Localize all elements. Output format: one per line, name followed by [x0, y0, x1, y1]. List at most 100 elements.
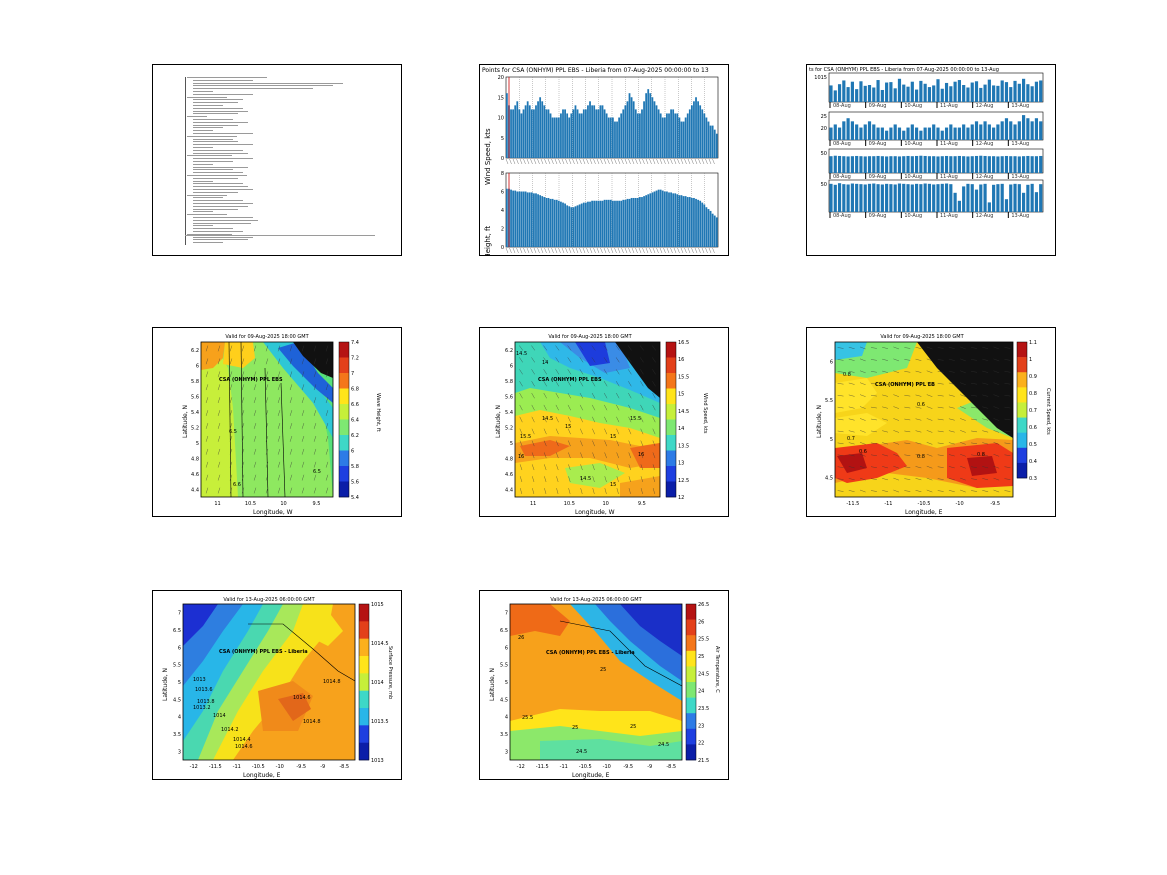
vector-arrow — [591, 369, 596, 375]
bar — [647, 89, 650, 158]
bar — [514, 190, 517, 247]
document-text-line — [193, 82, 343, 84]
bar — [833, 155, 837, 173]
vector-arrow — [982, 382, 989, 385]
vector-arrow — [640, 452, 644, 459]
plot-frame — [828, 111, 1044, 141]
y-tick-label: 5 — [196, 441, 199, 447]
x-tick-label: 10.5 — [245, 501, 256, 507]
vector-arrow — [640, 440, 644, 447]
y-tick-label: 4.5 — [500, 697, 508, 703]
bar — [645, 195, 648, 247]
vector-arrow — [543, 440, 547, 447]
pressure-map-band — [183, 604, 218, 646]
x-tick-label: 11 — [214, 501, 220, 507]
document-text-line — [193, 133, 253, 134]
vector-arrow — [277, 345, 281, 352]
x-tick-label: -10 — [276, 764, 284, 770]
vector-arrow — [960, 442, 966, 445]
bar — [516, 101, 519, 158]
x-tick-mark — [572, 158, 575, 165]
bar — [923, 83, 927, 102]
contour-label: 1014.4 — [233, 737, 251, 743]
x-tick-mark — [694, 247, 698, 254]
vector-arrow — [531, 404, 535, 411]
vector-arrow — [915, 466, 922, 469]
colorbar-swatch — [339, 466, 349, 482]
bar — [944, 183, 949, 212]
vector-arrow — [882, 347, 889, 349]
vector-arrow — [217, 358, 221, 365]
bar — [597, 200, 600, 247]
document-footer-rule — [185, 235, 375, 236]
wave-contour-line — [264, 367, 269, 497]
wind-wave-title: Points for CSA (ONHYM) PPL EBS - Liberia… — [482, 67, 709, 74]
bar — [574, 105, 577, 158]
y-tick-label: 50 — [821, 151, 827, 157]
vector-arrow — [556, 464, 559, 471]
bar — [1004, 82, 1009, 102]
vector-arrow — [893, 442, 900, 445]
vector-arrow — [615, 357, 620, 363]
vector-arrow — [229, 384, 233, 391]
land-mask — [917, 342, 1013, 438]
vector-arrow — [848, 478, 855, 481]
bar — [833, 90, 837, 102]
wind-speed-map-panel: Valid for 09-Aug-2025 18:00 GMT CSA (ONH… — [479, 327, 729, 517]
vector-arrow — [627, 357, 632, 363]
pressure-map-title: Valid for 13-Aug-2025 06:00:00 GMT — [223, 597, 315, 603]
vector-arrow — [265, 474, 269, 481]
x-tick-mark — [582, 247, 586, 254]
x-tick-mark — [551, 247, 554, 254]
vector-arrow — [253, 461, 257, 468]
y-tick-label: 5 — [830, 437, 833, 443]
bar — [715, 217, 718, 247]
current-speed-map-panel: Valid for 09-Aug-2025 18:00 GMT CSA (ONH… — [806, 327, 1056, 517]
plot-frame — [828, 148, 1044, 174]
x-tick-mark — [687, 158, 691, 165]
date-tick-label: 11-Aug — [940, 174, 958, 180]
y-tick-label: 5.2 — [505, 425, 513, 431]
bar — [996, 85, 1000, 102]
document-text-line — [193, 93, 253, 95]
bar — [833, 184, 837, 212]
document-text-line — [193, 163, 213, 165]
vector-arrow — [982, 490, 989, 492]
colorbar-swatch — [339, 388, 349, 405]
colorbar-tick-label: 1013.5 — [371, 719, 389, 725]
vector-arrow — [229, 474, 233, 481]
x-tick-mark — [656, 158, 659, 165]
bar — [522, 109, 525, 158]
bar — [842, 80, 846, 102]
x-tick-label: -10.5 — [252, 764, 265, 770]
vector-arrow — [592, 488, 595, 494]
bar — [949, 156, 953, 173]
current-map-title: Valid for 09-Aug-2025 18:00 GMT — [880, 334, 964, 340]
temp-map-ylabel: Latitude, N — [489, 668, 496, 701]
y-tick-label: 5.6 — [191, 394, 199, 400]
vector-arrow — [652, 464, 656, 471]
vector-arrow — [289, 461, 293, 468]
bar — [709, 210, 712, 247]
bar — [885, 183, 889, 212]
x-tick-mark — [680, 247, 684, 254]
vector-arrow — [277, 474, 281, 481]
vector-arrow — [915, 394, 922, 397]
wind-map-ylabel: Latitude, N — [495, 405, 502, 438]
wave-contour-line — [240, 342, 244, 497]
bar — [549, 113, 552, 158]
bar — [855, 89, 859, 102]
bar — [936, 156, 940, 173]
bar — [1030, 156, 1034, 173]
colorbar-swatch — [666, 435, 676, 451]
document-text-line — [193, 189, 253, 190]
x-tick-mark — [701, 247, 705, 254]
bar — [624, 199, 627, 247]
vector-arrow — [993, 442, 1000, 445]
vector-arrow — [859, 418, 866, 421]
x-tick-mark — [547, 247, 551, 254]
vector-arrow — [313, 423, 317, 429]
x-tick-mark — [603, 247, 607, 254]
bar — [889, 82, 893, 102]
x-tick-label: -10 — [956, 501, 964, 507]
